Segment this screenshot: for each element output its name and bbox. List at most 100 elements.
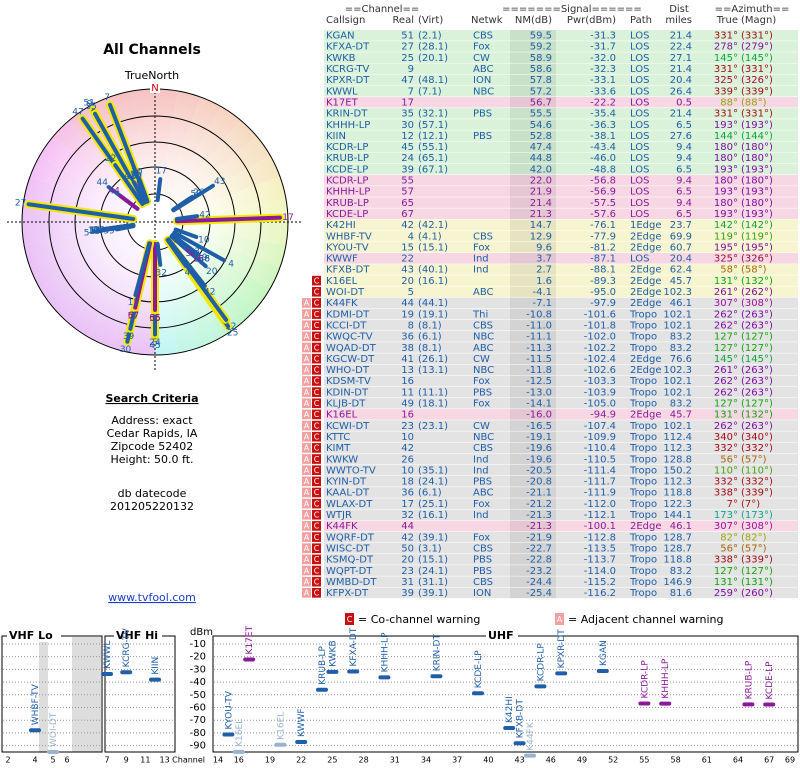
column-header: Pwr(dBm): [567, 15, 616, 26]
signal-label: 24: [149, 338, 161, 348]
cell: LOS: [630, 42, 649, 53]
row-bg: [324, 63, 798, 75]
station-mark: [596, 669, 609, 674]
signal-label: 38: [198, 255, 210, 265]
cell-true: 145°: [714, 53, 738, 64]
row-bg: [324, 498, 798, 509]
row-bg: [324, 331, 798, 342]
nm-shade: [510, 108, 556, 119]
nm-shade: [510, 85, 556, 97]
cell: KFPX-DT: [326, 588, 369, 599]
cell: -21.1: [526, 488, 552, 499]
cell: (19.1): [418, 309, 448, 320]
signal-label: 35: [85, 102, 96, 112]
y-tick-label: -20: [190, 652, 206, 663]
cell: LOS: [630, 209, 649, 220]
warn-text: C: [314, 455, 320, 464]
cell: (31.1): [418, 577, 448, 588]
cell: LOS: [630, 120, 649, 131]
warn-box: [312, 420, 321, 431]
cell: -11.5: [526, 354, 552, 365]
signal-label: 16: [89, 226, 101, 236]
cell-magn: (132°): [741, 410, 773, 421]
cell: 46.1: [670, 521, 692, 532]
cell: 59.5: [530, 31, 552, 42]
cell: Tropo: [629, 543, 657, 554]
cell: 3.7: [536, 254, 552, 265]
signal-label: 30: [120, 345, 132, 355]
nm-shade: [510, 74, 556, 86]
cell: 81.6: [670, 588, 692, 599]
nm-shade: [510, 152, 556, 164]
warn-box: [312, 286, 321, 297]
cell-true: 261°: [714, 287, 738, 298]
signal-line: [174, 215, 282, 224]
cell: WOI-DT: [326, 287, 365, 298]
cell-true: 56°: [720, 454, 738, 465]
signal-line: [133, 241, 152, 298]
cell-magn: (263°): [741, 376, 773, 387]
nm-shade: [510, 565, 556, 576]
cell: CBS: [473, 31, 493, 42]
cell: -19.1: [526, 432, 552, 443]
cell-magn: (144°): [741, 131, 773, 142]
cell: CW: [473, 354, 490, 365]
cell: Tropo: [629, 387, 657, 398]
station-label: K16EL: [276, 712, 286, 740]
cell-magn: (180°): [741, 142, 773, 153]
warn-text: A: [304, 455, 310, 464]
nm-shade: [510, 297, 556, 309]
station-label: KCDE-LP: [474, 650, 484, 689]
cell: (57.1): [418, 120, 448, 131]
cell: (8.1): [418, 320, 442, 331]
cell: -25.4: [526, 588, 552, 599]
signal-label: 44: [108, 187, 120, 197]
cell: 67: [401, 209, 414, 220]
nm-shade: [510, 520, 556, 532]
signal-line: [132, 181, 147, 205]
cell-true: 180°: [714, 142, 738, 153]
cell: -10.8: [526, 309, 552, 320]
cell: 36: [401, 332, 414, 343]
warn-text: A: [304, 332, 310, 341]
signal-line: [155, 177, 163, 203]
warn-box: [302, 498, 311, 509]
signal-label: 13: [89, 227, 100, 237]
cell-magn: (131°): [741, 577, 773, 588]
cell: (42.1): [418, 220, 448, 231]
cell: Tropo: [629, 577, 657, 588]
cell: LOS: [630, 153, 649, 164]
x-tick-label: 16: [234, 756, 244, 765]
nm-shade: [510, 208, 556, 220]
cell-magn: (308°): [741, 521, 773, 532]
cell: NBC: [473, 86, 494, 97]
signal-label: 42: [124, 171, 135, 181]
cell: -94.9: [590, 410, 616, 421]
cell: 27.1: [670, 53, 692, 64]
row-bg: [324, 186, 798, 197]
cell: -11.8: [526, 365, 552, 376]
cell: -14.1: [526, 399, 552, 410]
station-label: KIIN: [151, 657, 161, 675]
cell: NBC: [473, 365, 494, 376]
criteria: Height: 50.0 ft.: [110, 453, 193, 466]
warn-text: C: [314, 377, 320, 386]
x-tick-label: 25: [327, 756, 337, 765]
cell: (26.1): [418, 354, 448, 365]
cell-true: 131°: [714, 577, 738, 588]
station-mark: [295, 739, 308, 744]
cell: Ind: [473, 510, 489, 521]
cell: 31: [401, 577, 414, 588]
cell: KGAN: [326, 31, 355, 42]
signal-label: 67: [128, 311, 139, 321]
cell: 128.8: [663, 454, 692, 465]
signal-label: 49: [196, 253, 208, 263]
legend-c-text: C: [347, 615, 353, 624]
signal-label: 19: [88, 226, 100, 236]
cell: (67.1): [418, 164, 448, 175]
row-bg: [324, 41, 798, 52]
cell: -33.1: [590, 75, 616, 86]
row-bg: [324, 542, 798, 554]
site-link[interactable]: www.tvfool.com: [108, 591, 196, 604]
nm-shade: [510, 476, 556, 487]
